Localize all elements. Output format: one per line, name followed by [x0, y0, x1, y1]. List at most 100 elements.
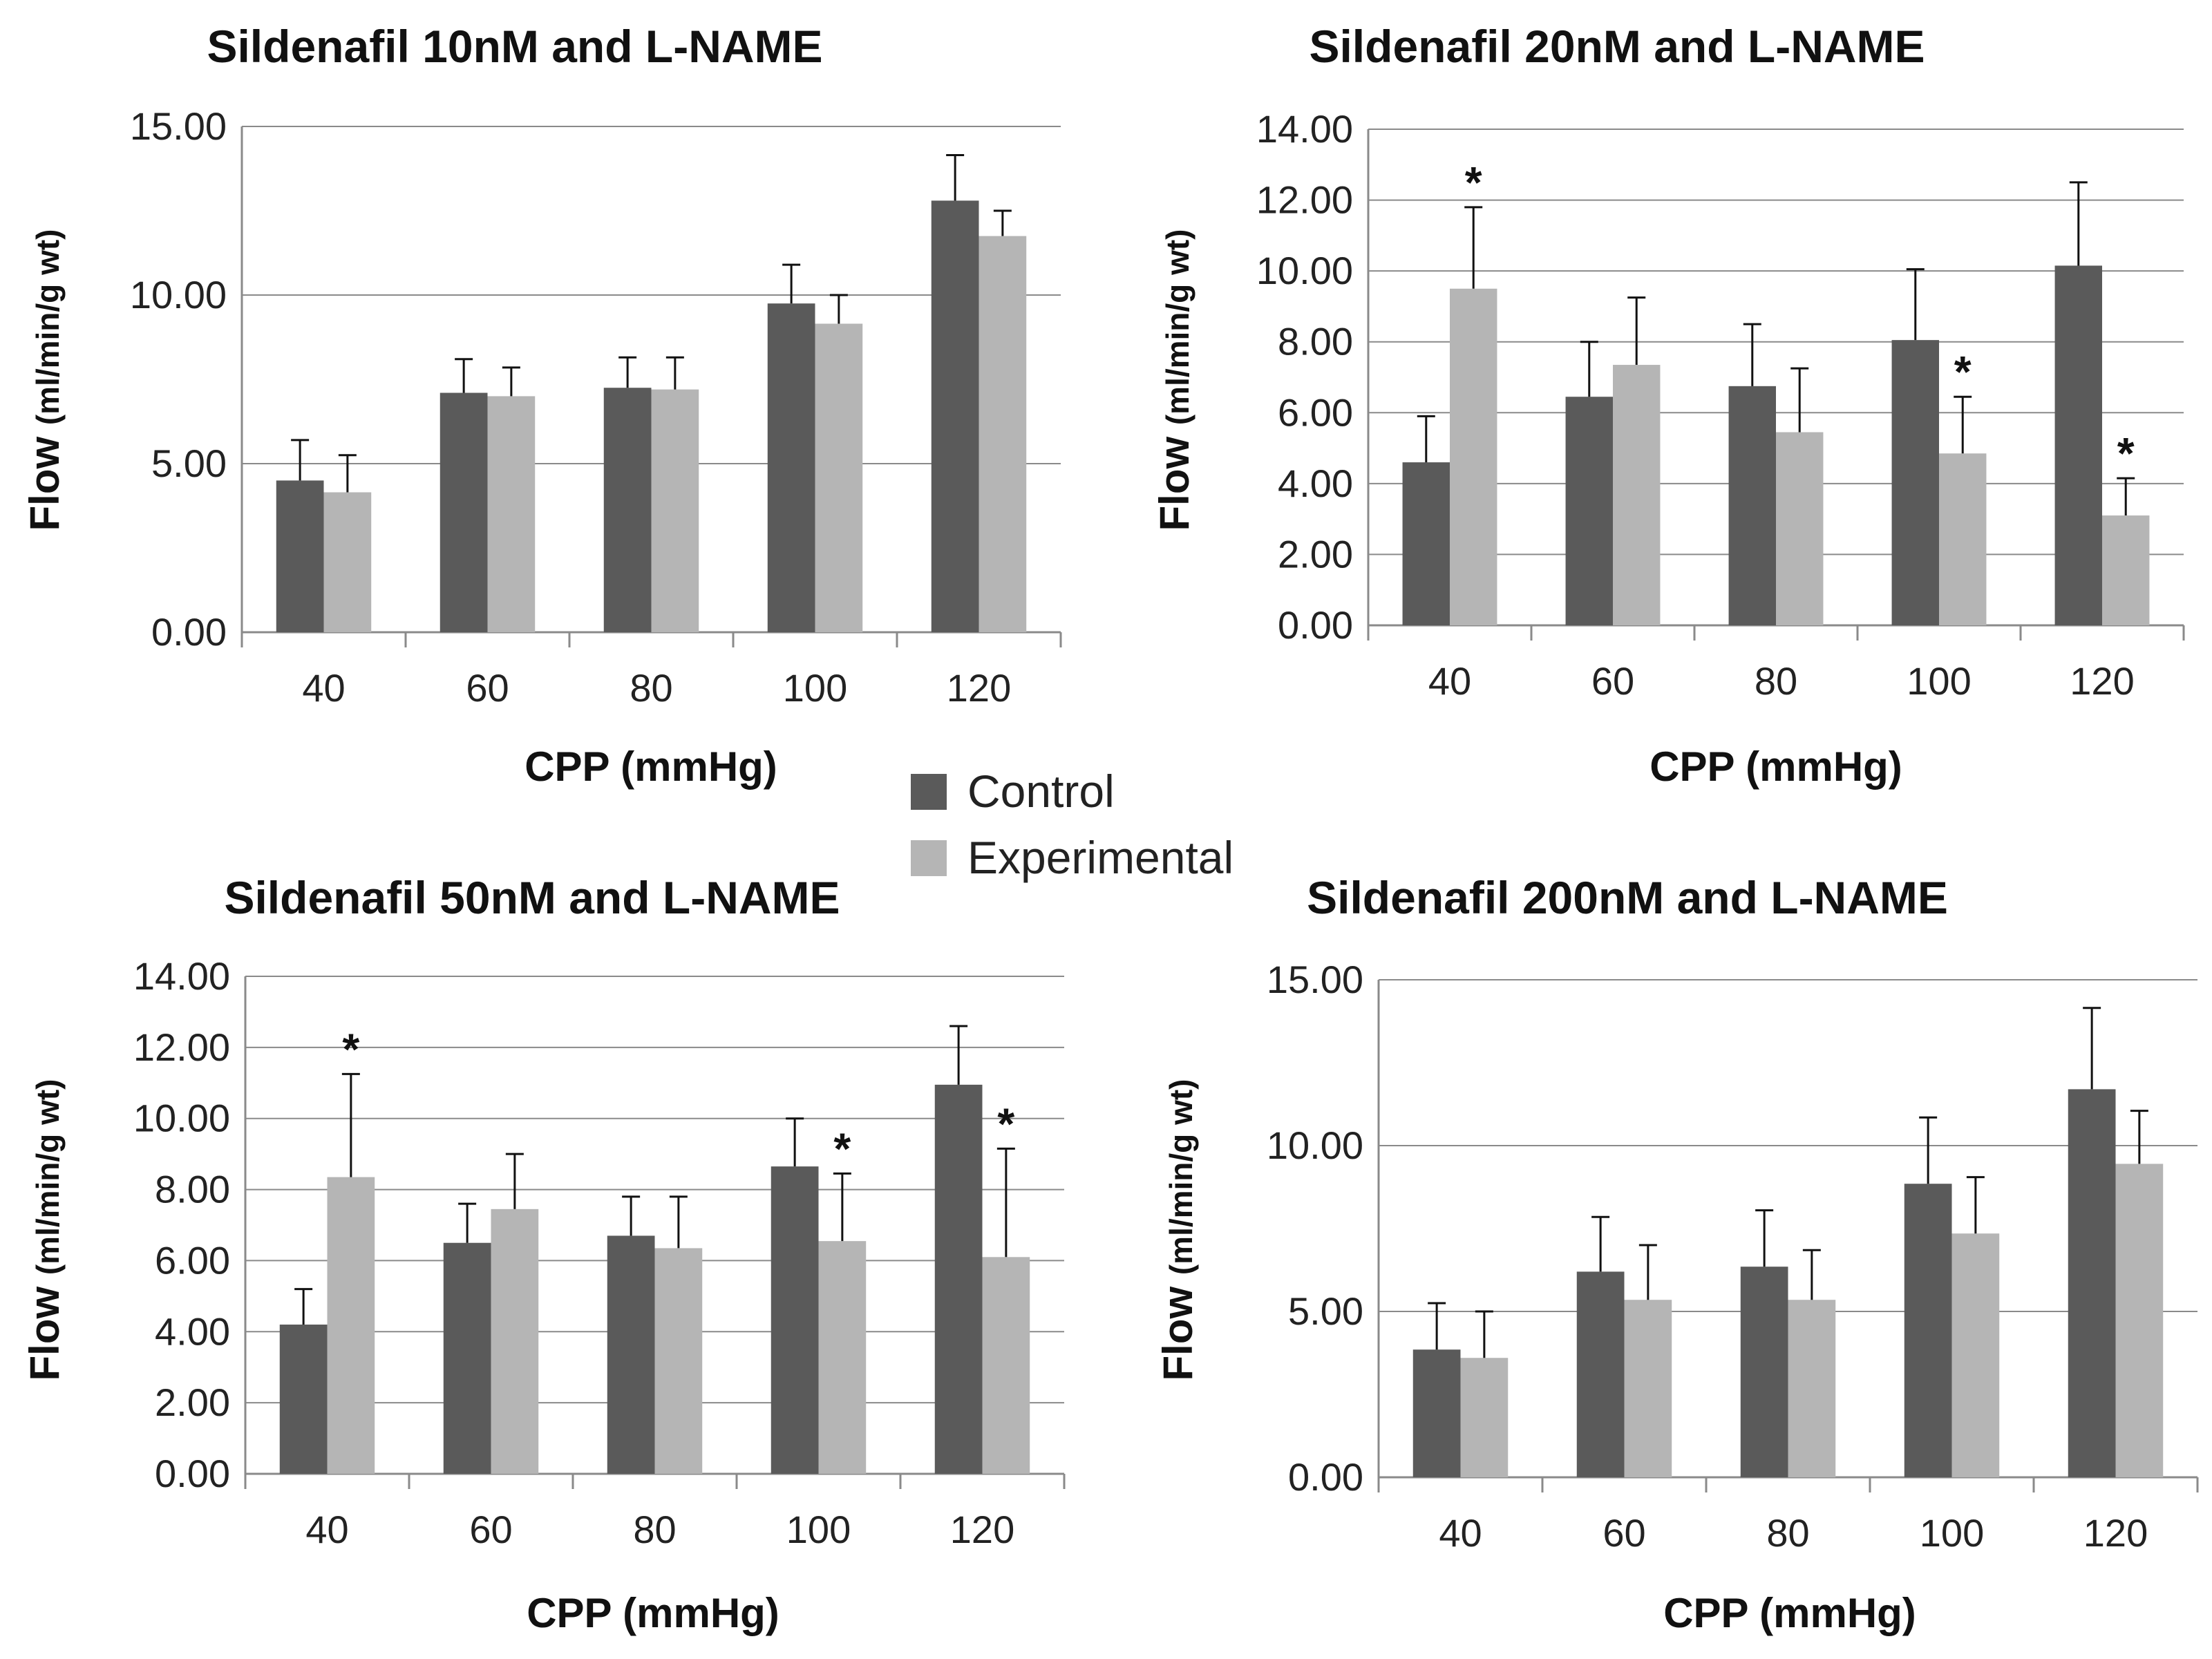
bar-control-100 [1891, 340, 1939, 625]
y-axis-title-unit: (ml/min/g wt) [1160, 229, 1195, 426]
bar-experimental-40 [1450, 288, 1497, 625]
bar-control-120 [931, 200, 979, 632]
significance-marker: * [1465, 158, 1482, 207]
y-axis-title: Flow (ml/min/g wt) [21, 229, 68, 531]
bar-control-120 [2068, 1089, 2116, 1477]
bar-experimental-100 [1939, 453, 1987, 625]
y-tick-label: 15.00 [130, 104, 227, 148]
significance-marker: * [2117, 428, 2135, 478]
x-tick-label: 100 [783, 666, 847, 710]
bar-control-100 [1904, 1184, 1952, 1477]
y-axis-title: Flow (ml/min/g wt) [1151, 229, 1198, 531]
legend-swatch-control [911, 774, 947, 810]
x-axis-title: CPP (mmHg) [527, 1590, 779, 1636]
plot-area: 0.00 5.00 10.00 15.00 40 60 80 100 120 [130, 104, 1062, 710]
y-tick-label: 14.00 [1256, 107, 1353, 151]
bar-control-80 [1740, 1267, 1788, 1477]
legend-label-control: Control [967, 766, 1115, 817]
bar-experimental-60 [491, 1208, 539, 1474]
x-tick-label: 120 [947, 666, 1011, 710]
x-tick-label: 40 [1439, 1511, 1482, 1555]
bar-experimental-80 [651, 389, 699, 632]
x-tick-label: 120 [2083, 1511, 2148, 1555]
y-tick-label: 14.00 [133, 954, 230, 998]
x-tick-label: 80 [633, 1508, 676, 1551]
chart-panel-10nm: Sildenafil 10nM and L-NAME 0.00 5.00 10.00… [21, 21, 1062, 790]
bar-control-80 [607, 1235, 655, 1474]
chart-title: Sildenafil 50nM and L-NAME [224, 872, 840, 923]
x-tick-label: 60 [1603, 1511, 1645, 1555]
bar-control-60 [1565, 397, 1613, 625]
x-tick-label: 60 [466, 666, 509, 710]
x-tick-label: 40 [302, 666, 345, 710]
x-tick-label: 80 [1766, 1511, 1809, 1555]
y-axis-title-main: Flow [21, 1275, 68, 1381]
x-tick-label: 100 [1920, 1511, 1984, 1555]
y-axis-title-main: Flow [21, 425, 68, 531]
x-tick-label: 100 [1907, 659, 1971, 703]
x-tick-label: 80 [1755, 659, 1797, 703]
bar-experimental-120 [2102, 515, 2150, 625]
x-tick-label: 40 [1428, 659, 1471, 703]
chart-panel-50nm: Sildenafil 50nM and L-NAME 0.00 2.00 4.00 6… [21, 872, 1066, 1636]
y-axis-title-main: Flow [1151, 425, 1198, 531]
y-tick-label: 12.00 [1256, 178, 1353, 222]
y-axis-title-unit: (ml/min/g wt) [30, 1079, 66, 1276]
bar-experimental-120 [982, 1257, 1030, 1474]
bar-control-40 [279, 1325, 328, 1474]
chart-panel-20nm: Sildenafil 20nM and L-NAME 0.00 2.00 4.00 6… [1151, 21, 2185, 790]
y-tick-label: 10.00 [133, 1097, 230, 1140]
bar-experimental-60 [1613, 365, 1661, 625]
bar-control-120 [934, 1084, 983, 1474]
y-tick-label: 5.00 [151, 442, 227, 485]
bar-experimental-60 [487, 396, 536, 632]
bar-experimental-80 [654, 1248, 703, 1474]
y-tick-label: 4.00 [155, 1309, 230, 1353]
y-tick-label: 0.00 [1278, 603, 1353, 647]
x-tick-label: 40 [305, 1508, 348, 1551]
bar-control-100 [771, 1166, 819, 1474]
chart-title: Sildenafil 20nM and L-NAME [1309, 21, 1925, 72]
plot-area: 0.00 2.00 4.00 6.00 8.00 10.00 12.00 14.00 * 40 60… [133, 954, 1066, 1551]
bar-control-40 [1412, 1349, 1461, 1477]
x-tick-label: 60 [1591, 659, 1634, 703]
y-tick-label: 2.00 [1278, 532, 1353, 576]
y-axis-title-main: Flow [1155, 1275, 1201, 1381]
y-tick-label: 10.00 [130, 273, 227, 316]
bar-control-100 [767, 303, 815, 632]
x-tick-label: 120 [2070, 659, 2134, 703]
y-tick-label: 8.00 [1278, 320, 1353, 363]
y-axis-title: Flow (ml/min/g wt) [21, 1079, 68, 1381]
bar-control-40 [1402, 462, 1450, 625]
legend: Control Experimental [911, 766, 1233, 883]
x-tick-label: 60 [469, 1508, 512, 1551]
y-axis-title: Flow (ml/min/g wt) [1155, 1079, 1201, 1381]
y-tick-label: 0.00 [151, 610, 227, 654]
y-tick-label: 12.00 [133, 1025, 230, 1069]
x-tick-label: 120 [950, 1508, 1014, 1551]
y-tick-label: 0.00 [155, 1452, 230, 1495]
y-tick-label: 0.00 [1288, 1455, 1363, 1499]
legend-swatch-experimental [911, 840, 947, 876]
y-tick-label: 2.00 [155, 1381, 230, 1424]
y-tick-label: 4.00 [1278, 462, 1353, 505]
bar-control-60 [1576, 1271, 1625, 1477]
y-tick-label: 8.00 [155, 1168, 230, 1211]
bar-experimental-40 [1460, 1358, 1509, 1477]
significance-marker: * [1954, 347, 1972, 397]
y-tick-label: 6.00 [1278, 390, 1353, 434]
bar-experimental-100 [818, 1241, 867, 1474]
y-axis-title-unit: (ml/min/g wt) [1163, 1079, 1199, 1276]
significance-marker: * [833, 1124, 851, 1173]
x-axis-title: CPP (mmHg) [1663, 1590, 1916, 1636]
y-axis-title-unit: (ml/min/g wt) [30, 229, 66, 426]
bar-experimental-100 [815, 323, 863, 632]
plot-area: 0.00 5.00 10.00 15.00 40 60 80 100 120 [1267, 958, 2199, 1555]
bar-control-60 [439, 392, 488, 632]
bar-control-80 [603, 388, 652, 632]
chart-title: Sildenafil 200nM and L-NAME [1307, 872, 1948, 923]
bar-experimental-80 [1788, 1300, 1836, 1477]
y-tick-label: 10.00 [1267, 1124, 1363, 1167]
y-tick-label: 15.00 [1267, 958, 1363, 1001]
